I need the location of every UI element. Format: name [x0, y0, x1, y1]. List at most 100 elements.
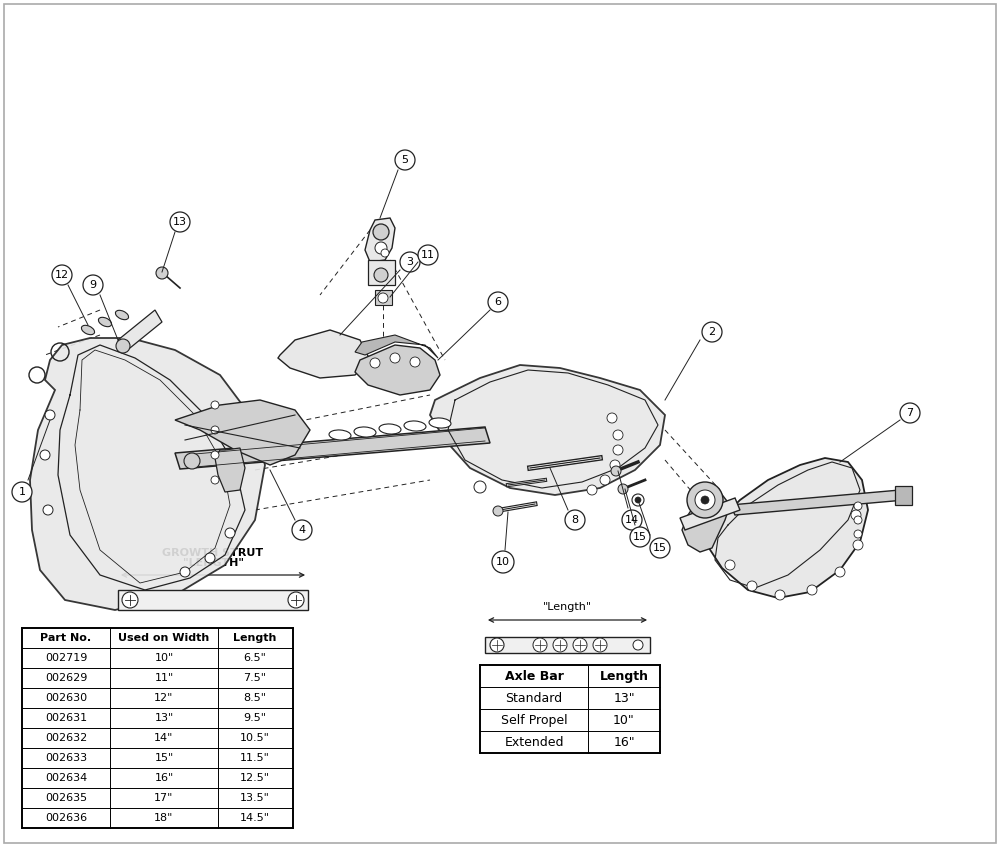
- Text: Used on Width: Used on Width: [118, 633, 210, 643]
- Text: 12": 12": [154, 693, 174, 703]
- Text: 3: 3: [406, 257, 414, 267]
- Circle shape: [725, 560, 735, 570]
- Circle shape: [488, 292, 508, 312]
- Circle shape: [565, 510, 585, 530]
- Circle shape: [410, 357, 420, 367]
- Circle shape: [490, 638, 504, 652]
- Text: 7: 7: [906, 408, 914, 418]
- Text: 2: 2: [708, 327, 716, 337]
- Circle shape: [52, 265, 72, 285]
- Text: 16": 16": [154, 773, 174, 783]
- Ellipse shape: [115, 310, 129, 319]
- Text: 002633: 002633: [45, 753, 87, 763]
- Circle shape: [533, 638, 547, 652]
- Circle shape: [613, 445, 623, 455]
- Text: 12.5": 12.5": [240, 773, 270, 783]
- Circle shape: [633, 640, 643, 650]
- Circle shape: [632, 494, 644, 506]
- Circle shape: [40, 450, 50, 460]
- Text: 14": 14": [154, 733, 174, 743]
- Ellipse shape: [329, 430, 351, 440]
- Polygon shape: [680, 498, 740, 530]
- Ellipse shape: [429, 418, 451, 428]
- Circle shape: [83, 275, 103, 295]
- Bar: [480, 665, 660, 753]
- Bar: [118, 590, 308, 610]
- Text: 002631: 002631: [45, 713, 87, 723]
- Polygon shape: [118, 310, 162, 352]
- Circle shape: [395, 150, 415, 170]
- Text: 002635: 002635: [45, 793, 87, 803]
- Circle shape: [854, 530, 862, 538]
- Text: 10": 10": [154, 653, 174, 663]
- Text: 002636: 002636: [45, 813, 87, 823]
- Circle shape: [687, 482, 723, 518]
- Circle shape: [378, 293, 388, 303]
- Circle shape: [211, 476, 219, 484]
- Circle shape: [695, 490, 715, 510]
- Polygon shape: [682, 490, 730, 552]
- Text: Axle Bar: Axle Bar: [505, 669, 563, 683]
- Bar: [485, 637, 650, 653]
- Text: 15: 15: [653, 543, 667, 553]
- Circle shape: [492, 551, 514, 573]
- Ellipse shape: [404, 421, 426, 431]
- Circle shape: [611, 466, 621, 476]
- Text: 11": 11": [154, 673, 174, 683]
- Text: 11: 11: [421, 250, 435, 260]
- Circle shape: [747, 581, 757, 591]
- Circle shape: [418, 245, 438, 265]
- Circle shape: [835, 567, 845, 577]
- Text: 002630: 002630: [45, 693, 87, 703]
- Circle shape: [122, 592, 138, 608]
- Polygon shape: [30, 338, 265, 610]
- Text: 002629: 002629: [45, 673, 87, 683]
- Circle shape: [180, 567, 190, 577]
- Polygon shape: [895, 486, 912, 505]
- Text: 12: 12: [55, 270, 69, 280]
- Text: Part No.: Part No.: [40, 633, 92, 643]
- Circle shape: [553, 638, 567, 652]
- Circle shape: [630, 527, 650, 547]
- Circle shape: [205, 553, 215, 563]
- Circle shape: [116, 339, 130, 353]
- Text: 002632: 002632: [45, 733, 87, 743]
- Text: 002634: 002634: [45, 773, 87, 783]
- Circle shape: [593, 638, 607, 652]
- Ellipse shape: [98, 318, 112, 327]
- Text: 10": 10": [613, 713, 635, 727]
- Circle shape: [373, 224, 389, 240]
- Bar: [22, 628, 293, 828]
- Text: 13": 13": [154, 713, 174, 723]
- Circle shape: [853, 540, 863, 550]
- Text: 6.5": 6.5": [244, 653, 266, 663]
- Circle shape: [211, 451, 219, 459]
- Text: 13: 13: [173, 217, 187, 227]
- Circle shape: [600, 475, 610, 485]
- Polygon shape: [365, 218, 395, 262]
- Circle shape: [775, 590, 785, 600]
- Circle shape: [900, 403, 920, 423]
- Polygon shape: [355, 345, 440, 395]
- Polygon shape: [215, 448, 245, 492]
- Text: "Length": "Length": [543, 602, 592, 612]
- Circle shape: [854, 516, 862, 524]
- Text: 18": 18": [154, 813, 174, 823]
- Text: 16": 16": [613, 735, 635, 749]
- Text: 6: 6: [494, 297, 502, 307]
- Text: 14.5": 14.5": [240, 813, 270, 823]
- Text: Extended: Extended: [504, 735, 564, 749]
- Polygon shape: [368, 260, 395, 285]
- Circle shape: [493, 506, 503, 516]
- Circle shape: [573, 638, 587, 652]
- Text: 15: 15: [633, 532, 647, 542]
- Text: "LENGTH": "LENGTH": [182, 558, 244, 568]
- Polygon shape: [375, 290, 392, 305]
- Text: 14: 14: [625, 515, 639, 525]
- Circle shape: [618, 484, 628, 494]
- Polygon shape: [730, 490, 905, 515]
- Text: Length: Length: [233, 633, 277, 643]
- Text: 10.5": 10.5": [240, 733, 270, 743]
- Circle shape: [225, 528, 235, 538]
- Text: 9: 9: [89, 280, 97, 290]
